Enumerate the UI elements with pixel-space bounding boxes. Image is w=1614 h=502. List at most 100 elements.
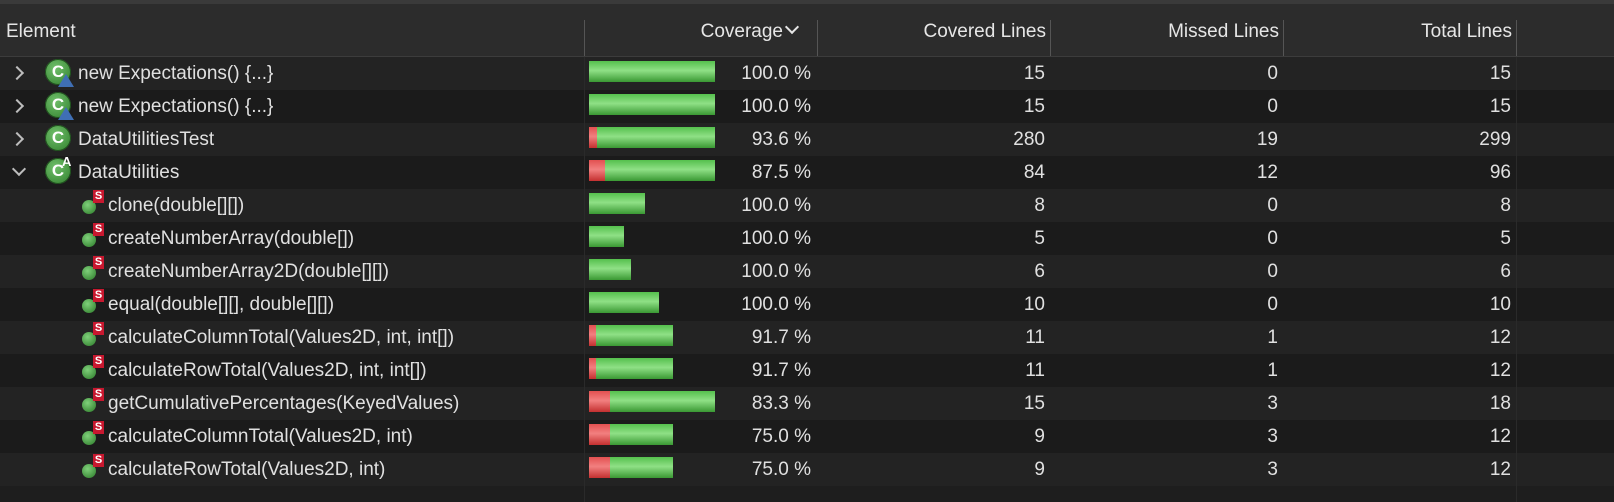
coverage-value: 100.0 % [741,63,811,84]
column-separator[interactable] [1516,20,1517,56]
missed-lines-value: 3 [1267,426,1278,447]
column-separator[interactable] [1283,20,1284,56]
missed-lines-value: 19 [1256,129,1278,150]
column-header-coverage[interactable]: Coverage [585,4,817,56]
total-lines-value: 15 [1489,63,1511,84]
chevron-right-icon[interactable] [10,90,30,123]
element-label: calculateRowTotal(Values2D, int) [108,459,386,480]
total-lines-value: 12 [1489,426,1511,447]
table-row[interactable]: C A DataUtilities 87.5 % 84 12 96 [0,154,1614,189]
static-badge: S [93,256,104,269]
column-separator[interactable] [817,20,818,56]
table-header: Element Coverage Covered Lines Missed Li… [0,4,1614,57]
anonymous-triangle-icon [58,107,74,120]
missed-bar-segment [589,457,610,478]
method-icon [82,464,96,478]
total-lines-value: 299 [1479,129,1511,150]
element-label: createNumberArray(double[]) [108,228,355,249]
total-lines-value: 5 [1500,228,1511,249]
element-label: new Expectations() {...} [78,63,274,84]
total-lines-value: 96 [1489,162,1511,183]
missed-lines-value: 1 [1267,360,1278,381]
anonymous-triangle-icon [58,74,74,87]
class-icon-letter: C [51,128,65,147]
chevron-right-icon[interactable] [10,57,30,90]
missed-lines-value: 0 [1267,228,1278,249]
covered-lines-value: 10 [1023,294,1045,315]
column-divider [1516,57,1517,502]
covered-lines-value: 15 [1023,393,1045,414]
element-label: calculateColumnTotal(Values2D, int, int[… [108,327,455,348]
total-lines-value: 10 [1489,294,1511,315]
covered-lines-value: 6 [1034,261,1045,282]
column-header-total-lines[interactable]: Total Lines [1284,4,1516,56]
table-row[interactable]: C DataUtilitiesTest 93.6 % 280 19 299 [0,123,1614,156]
abstract-class-icon: C [45,158,71,184]
coverage-bar [589,457,673,478]
coverage-bar [589,193,645,214]
column-header-total-lines-label: Total Lines [1421,21,1512,42]
missed-bar-segment [589,160,605,181]
coverage-bar [589,160,715,181]
column-separator[interactable] [1050,20,1051,56]
static-badge: S [93,190,104,203]
coverage-bar [589,259,631,280]
column-header-missed-lines-label: Missed Lines [1168,21,1279,42]
static-badge: S [93,289,104,302]
coverage-value: 100.0 % [741,195,811,216]
sort-descending-icon [784,19,800,35]
class-icon: C [45,125,71,151]
coverage-value: 91.7 % [751,327,811,348]
chevron-down-icon[interactable] [10,156,30,189]
coverage-bar [589,61,715,82]
covered-lines-value: 5 [1034,228,1045,249]
top-border [0,0,1614,4]
column-header-element[interactable]: Element [6,4,584,56]
covered-lines-value: 15 [1023,63,1045,84]
method-icon [82,266,96,280]
static-badge: S [93,322,104,335]
total-lines-value: 12 [1489,360,1511,381]
missed-lines-value: 1 [1267,327,1278,348]
coverage-value: 100.0 % [741,261,811,282]
column-separator[interactable] [584,20,585,56]
class-icon-letter: C [51,161,65,180]
column-header-covered-lines[interactable]: Covered Lines [818,4,1050,56]
coverage-value: 75.0 % [751,426,811,447]
covered-lines-value: 11 [1025,327,1045,348]
missed-lines-value: 0 [1267,294,1278,315]
missed-bar-segment [589,127,597,148]
coverage-bar [589,226,624,247]
element-label: DataUtilitiesTest [78,129,215,150]
coverage-bar [589,424,673,445]
method-icon [82,299,96,313]
column-header-element-label: Element [6,21,76,42]
covered-lines-value: 280 [1013,129,1045,150]
covered-lines-value: 9 [1034,459,1045,480]
element-label: clone(double[][]) [108,195,245,216]
method-icon [82,332,96,346]
method-icon [82,233,96,247]
total-lines-value: 8 [1500,195,1511,216]
total-lines-value: 12 [1489,327,1511,348]
element-label: DataUtilities [78,162,180,183]
coverage-value: 91.7 % [751,360,811,381]
coverage-bar [589,358,673,379]
static-badge: S [93,421,104,434]
covered-lines-value: 9 [1034,426,1045,447]
coverage-bar [589,292,659,313]
column-header-missed-lines[interactable]: Missed Lines [1051,4,1283,56]
chevron-right-icon[interactable] [10,123,30,156]
coverage-value: 87.5 % [751,162,811,183]
